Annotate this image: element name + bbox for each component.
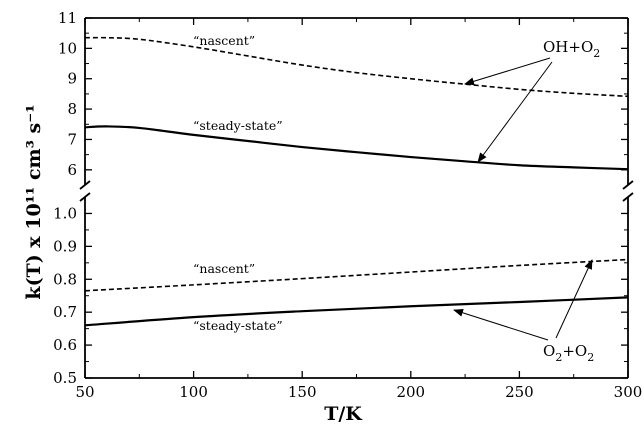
y-tick-label: 0.6	[53, 336, 77, 354]
x-tick-label: 50	[75, 383, 94, 401]
axis-break-mark	[79, 192, 91, 202]
y-tick-label: 11	[58, 9, 77, 27]
arrow-to-nascent-lower	[555, 259, 593, 339]
y-tick-label: 7	[67, 130, 77, 148]
axis-break-mark	[622, 180, 634, 190]
y-tick-label: 0.8	[53, 270, 77, 288]
y-tick-label: 0.5	[53, 369, 77, 387]
x-tick-label: 150	[288, 383, 317, 401]
label-steady-state-lower: “steady-state”	[193, 318, 283, 333]
y-tick-label: 10	[58, 39, 77, 57]
y-tick-label: 0.9	[53, 237, 77, 255]
label-nascent-upper: “nascent”	[193, 33, 255, 48]
oh-o2-series-steady-state-line	[84, 125, 629, 171]
label-steady-state-upper: “steady-state”	[193, 118, 283, 133]
o2-o2-series-nascent-line	[84, 258, 629, 292]
series-lines	[84, 36, 629, 327]
annotations: “nascent” “steady-state” “nascent” “steady-…	[193, 33, 600, 364]
arrow-to-nascent-upper	[464, 57, 551, 86]
arrow-to-steady-state-upper	[477, 61, 553, 163]
x-tick-label: 250	[505, 383, 534, 401]
label-nascent-lower: “nascent”	[193, 261, 255, 276]
y-tick-label: 1.0	[53, 204, 77, 222]
annotation-oh-o2: OH+O2	[543, 38, 600, 60]
o2-o2-series-steady-state-line	[84, 296, 629, 327]
axis-break-mark	[622, 192, 634, 202]
y-tick-label: 8	[67, 100, 77, 118]
x-tick-label: 200	[396, 383, 425, 401]
axis-ticks: 50 100 150 200 250 300 6 7 8 9 10 11 0.5 0.6 0.7 0.8 0.9…	[53, 9, 642, 401]
y-tick-label: 6	[67, 161, 77, 179]
y-tick-label: 0.7	[53, 303, 77, 321]
x-axis-title: T/K	[324, 403, 363, 425]
y-axis-title: k(T) x 10¹¹ cm³ s⁻¹	[23, 104, 45, 299]
arrow-to-steady-state-lower	[453, 308, 549, 341]
axis-break-mark	[79, 180, 91, 190]
x-tick-label: 100	[179, 383, 208, 401]
annotation-o2-o2: O2+O2	[543, 342, 594, 364]
x-tick-label: 300	[614, 383, 643, 401]
y-tick-label: 9	[67, 70, 77, 88]
oh-o2-series-nascent-line	[84, 36, 629, 98]
